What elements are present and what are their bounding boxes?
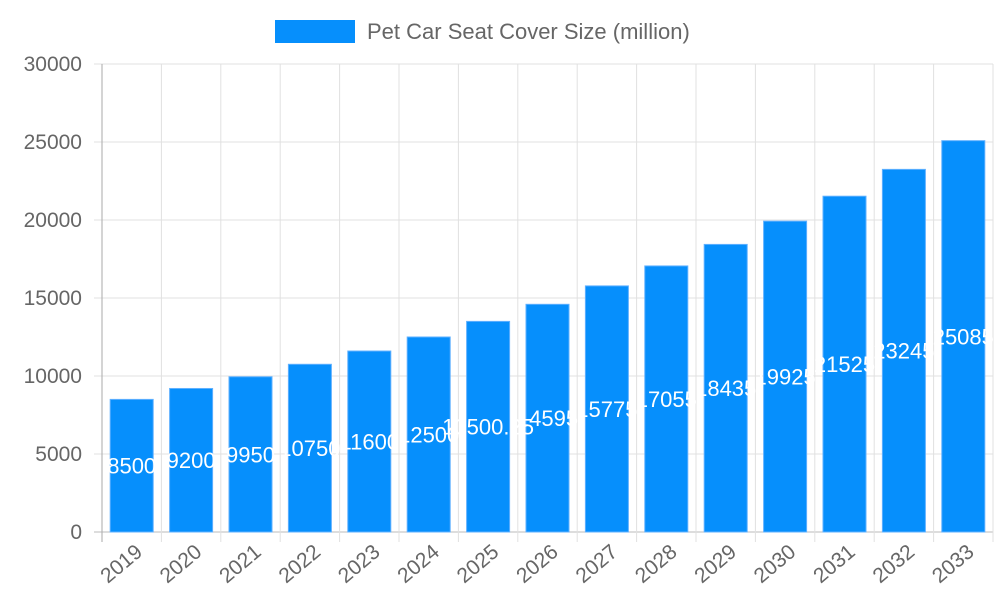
data-label: 23245 xyxy=(873,339,934,364)
data-label: 8500 xyxy=(107,454,156,479)
bar xyxy=(763,220,808,533)
x-axis: 2019 2020 2021 2022 2023 2024 2025 2026 2027 2028… xyxy=(96,540,978,588)
bar xyxy=(347,350,392,533)
data-label: 9200 xyxy=(167,448,216,473)
legend-label: Pet Car Seat Cover Size (million) xyxy=(367,19,690,44)
x-tick-label: 2027 xyxy=(572,540,623,588)
x-tick-label: 2031 xyxy=(809,540,860,588)
x-tick-label: 2024 xyxy=(393,540,444,588)
x-tick-label: 2026 xyxy=(512,540,563,588)
data-label: 9950 xyxy=(226,442,275,467)
x-tick-label: 2025 xyxy=(453,540,504,588)
data-label: 18435 xyxy=(695,376,756,401)
y-tick-label: 30000 xyxy=(24,53,82,76)
x-tick-label: 2033 xyxy=(928,540,979,588)
x-tick-label: 2023 xyxy=(334,540,385,588)
bar xyxy=(466,320,511,533)
bar xyxy=(822,195,867,533)
bar xyxy=(941,140,986,533)
legend[interactable]: Pet Car Seat Cover Size (million) xyxy=(275,19,690,44)
data-labels: 8500 9200 9950 10750 11600 1250013500.2514595… xyxy=(107,324,994,478)
y-tick-label: 20000 xyxy=(24,209,82,232)
y-axis: 0 5000 10000 15000 20000 25000 30000 xyxy=(24,53,82,544)
data-label: 12500 xyxy=(398,423,459,448)
bar xyxy=(703,243,748,533)
x-tick-label: 2019 xyxy=(96,540,147,588)
bar xyxy=(228,376,273,533)
bar xyxy=(109,398,154,533)
data-label: 17055 xyxy=(636,387,697,412)
data-label: 15775 xyxy=(576,397,637,422)
x-tick-label: 2022 xyxy=(275,540,326,588)
x-tick-label: 2032 xyxy=(869,540,920,588)
x-tick-label: 2021 xyxy=(215,540,266,588)
data-label: 10750 xyxy=(279,436,340,461)
y-tick-label: 5000 xyxy=(35,443,82,466)
bar xyxy=(169,387,214,533)
data-label: 19925 xyxy=(755,365,816,390)
x-tick-label: 2029 xyxy=(690,540,741,588)
bar xyxy=(525,303,570,533)
data-label: 21525 xyxy=(814,352,875,377)
legend-swatch xyxy=(275,20,355,43)
data-label: 14595 xyxy=(517,406,578,431)
y-tick-label: 25000 xyxy=(24,131,82,154)
data-label: 13500.25 xyxy=(442,415,534,440)
y-tick-label: 0 xyxy=(70,521,82,544)
bar xyxy=(584,285,629,533)
bars xyxy=(109,140,986,533)
grid xyxy=(94,63,994,542)
y-tick-label: 10000 xyxy=(24,365,82,388)
bar xyxy=(287,363,332,533)
data-label: 25085 xyxy=(933,324,994,349)
bar xyxy=(644,265,689,533)
x-tick-label: 2020 xyxy=(156,540,207,588)
bar xyxy=(406,336,451,533)
x-tick-label: 2028 xyxy=(631,540,682,588)
data-label: 11600 xyxy=(340,430,400,455)
x-tick-label: 2030 xyxy=(750,540,801,588)
y-tick-label: 15000 xyxy=(24,287,82,310)
bar xyxy=(881,168,926,533)
